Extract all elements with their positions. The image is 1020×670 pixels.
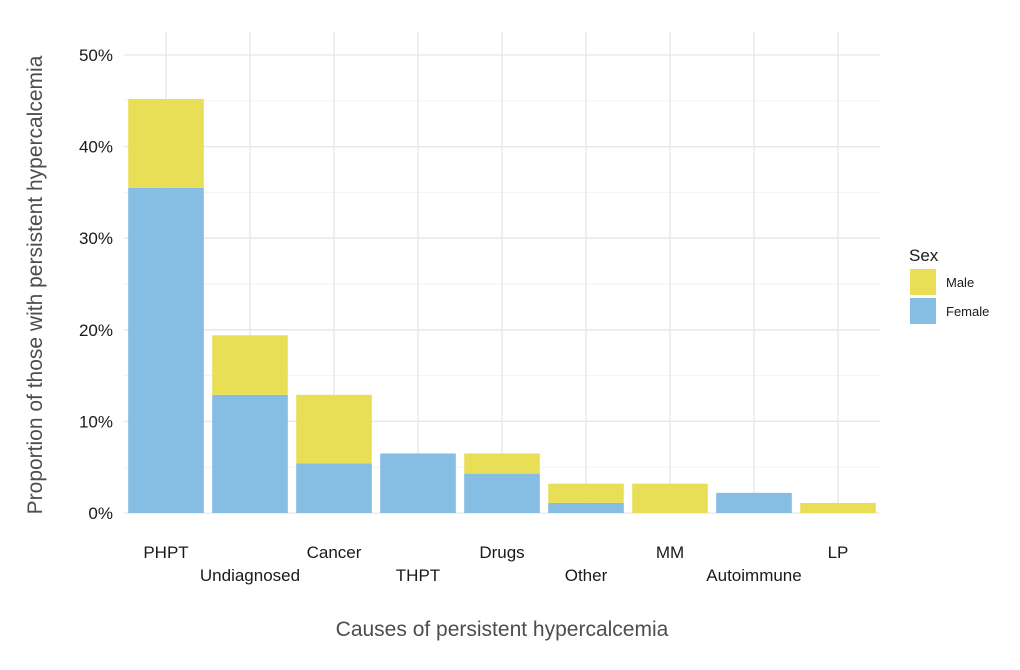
x-tick-label: THPT xyxy=(396,566,440,585)
legend-title: Sex xyxy=(909,246,939,265)
x-axis-tick-labels: PHPT Undiagnosed Cancer THPT Drugs Other MM Aut… xyxy=(143,543,848,585)
y-tick-label: 20% xyxy=(79,321,113,340)
x-tick-label: PHPT xyxy=(143,543,188,562)
y-tick-label: 0% xyxy=(88,504,113,523)
x-tick-label: MM xyxy=(656,543,684,562)
x-tick-label: Undiagnosed xyxy=(200,566,300,585)
x-axis-title: Causes of persistent hypercalcemia xyxy=(336,618,669,641)
bar-female-phpt xyxy=(128,187,204,513)
x-tick-label: Autoimmune xyxy=(706,566,801,585)
x-tick-label: Other xyxy=(565,566,608,585)
y-axis-tick-labels: 0% 10% 20% 30% 40% 50% xyxy=(79,46,113,523)
bar-male-lp xyxy=(800,502,876,513)
legend: Sex Male Female xyxy=(909,246,989,324)
legend-label-female: Female xyxy=(946,304,989,319)
bar-male-phpt xyxy=(128,98,204,188)
y-axis-title: Proportion of those with persistent hype… xyxy=(24,55,47,514)
y-tick-label: 10% xyxy=(79,412,113,431)
bars xyxy=(128,98,876,513)
bar-female-drugs xyxy=(464,473,540,513)
bar-female-autoimmune xyxy=(716,492,792,513)
bar-female-other xyxy=(548,502,624,513)
bar-male-other xyxy=(548,483,624,503)
legend-label-male: Male xyxy=(946,275,974,290)
bar-male-drugs xyxy=(464,453,540,474)
y-tick-label: 40% xyxy=(79,138,113,157)
bar-female-undiagnosed xyxy=(212,394,288,513)
bar-female-cancer xyxy=(296,463,372,513)
x-tick-label: LP xyxy=(828,543,849,562)
bar-female-thpt xyxy=(380,453,456,513)
x-tick-label: Cancer xyxy=(307,543,362,562)
bar-male-mm xyxy=(632,483,708,513)
y-tick-label: 30% xyxy=(79,229,113,248)
bar-male-undiagnosed xyxy=(212,335,288,395)
legend-swatch-female xyxy=(910,298,936,324)
x-tick-label: Drugs xyxy=(479,543,524,562)
bar-male-cancer xyxy=(296,394,372,464)
y-tick-label: 50% xyxy=(79,46,113,65)
legend-swatch-male xyxy=(910,269,936,295)
